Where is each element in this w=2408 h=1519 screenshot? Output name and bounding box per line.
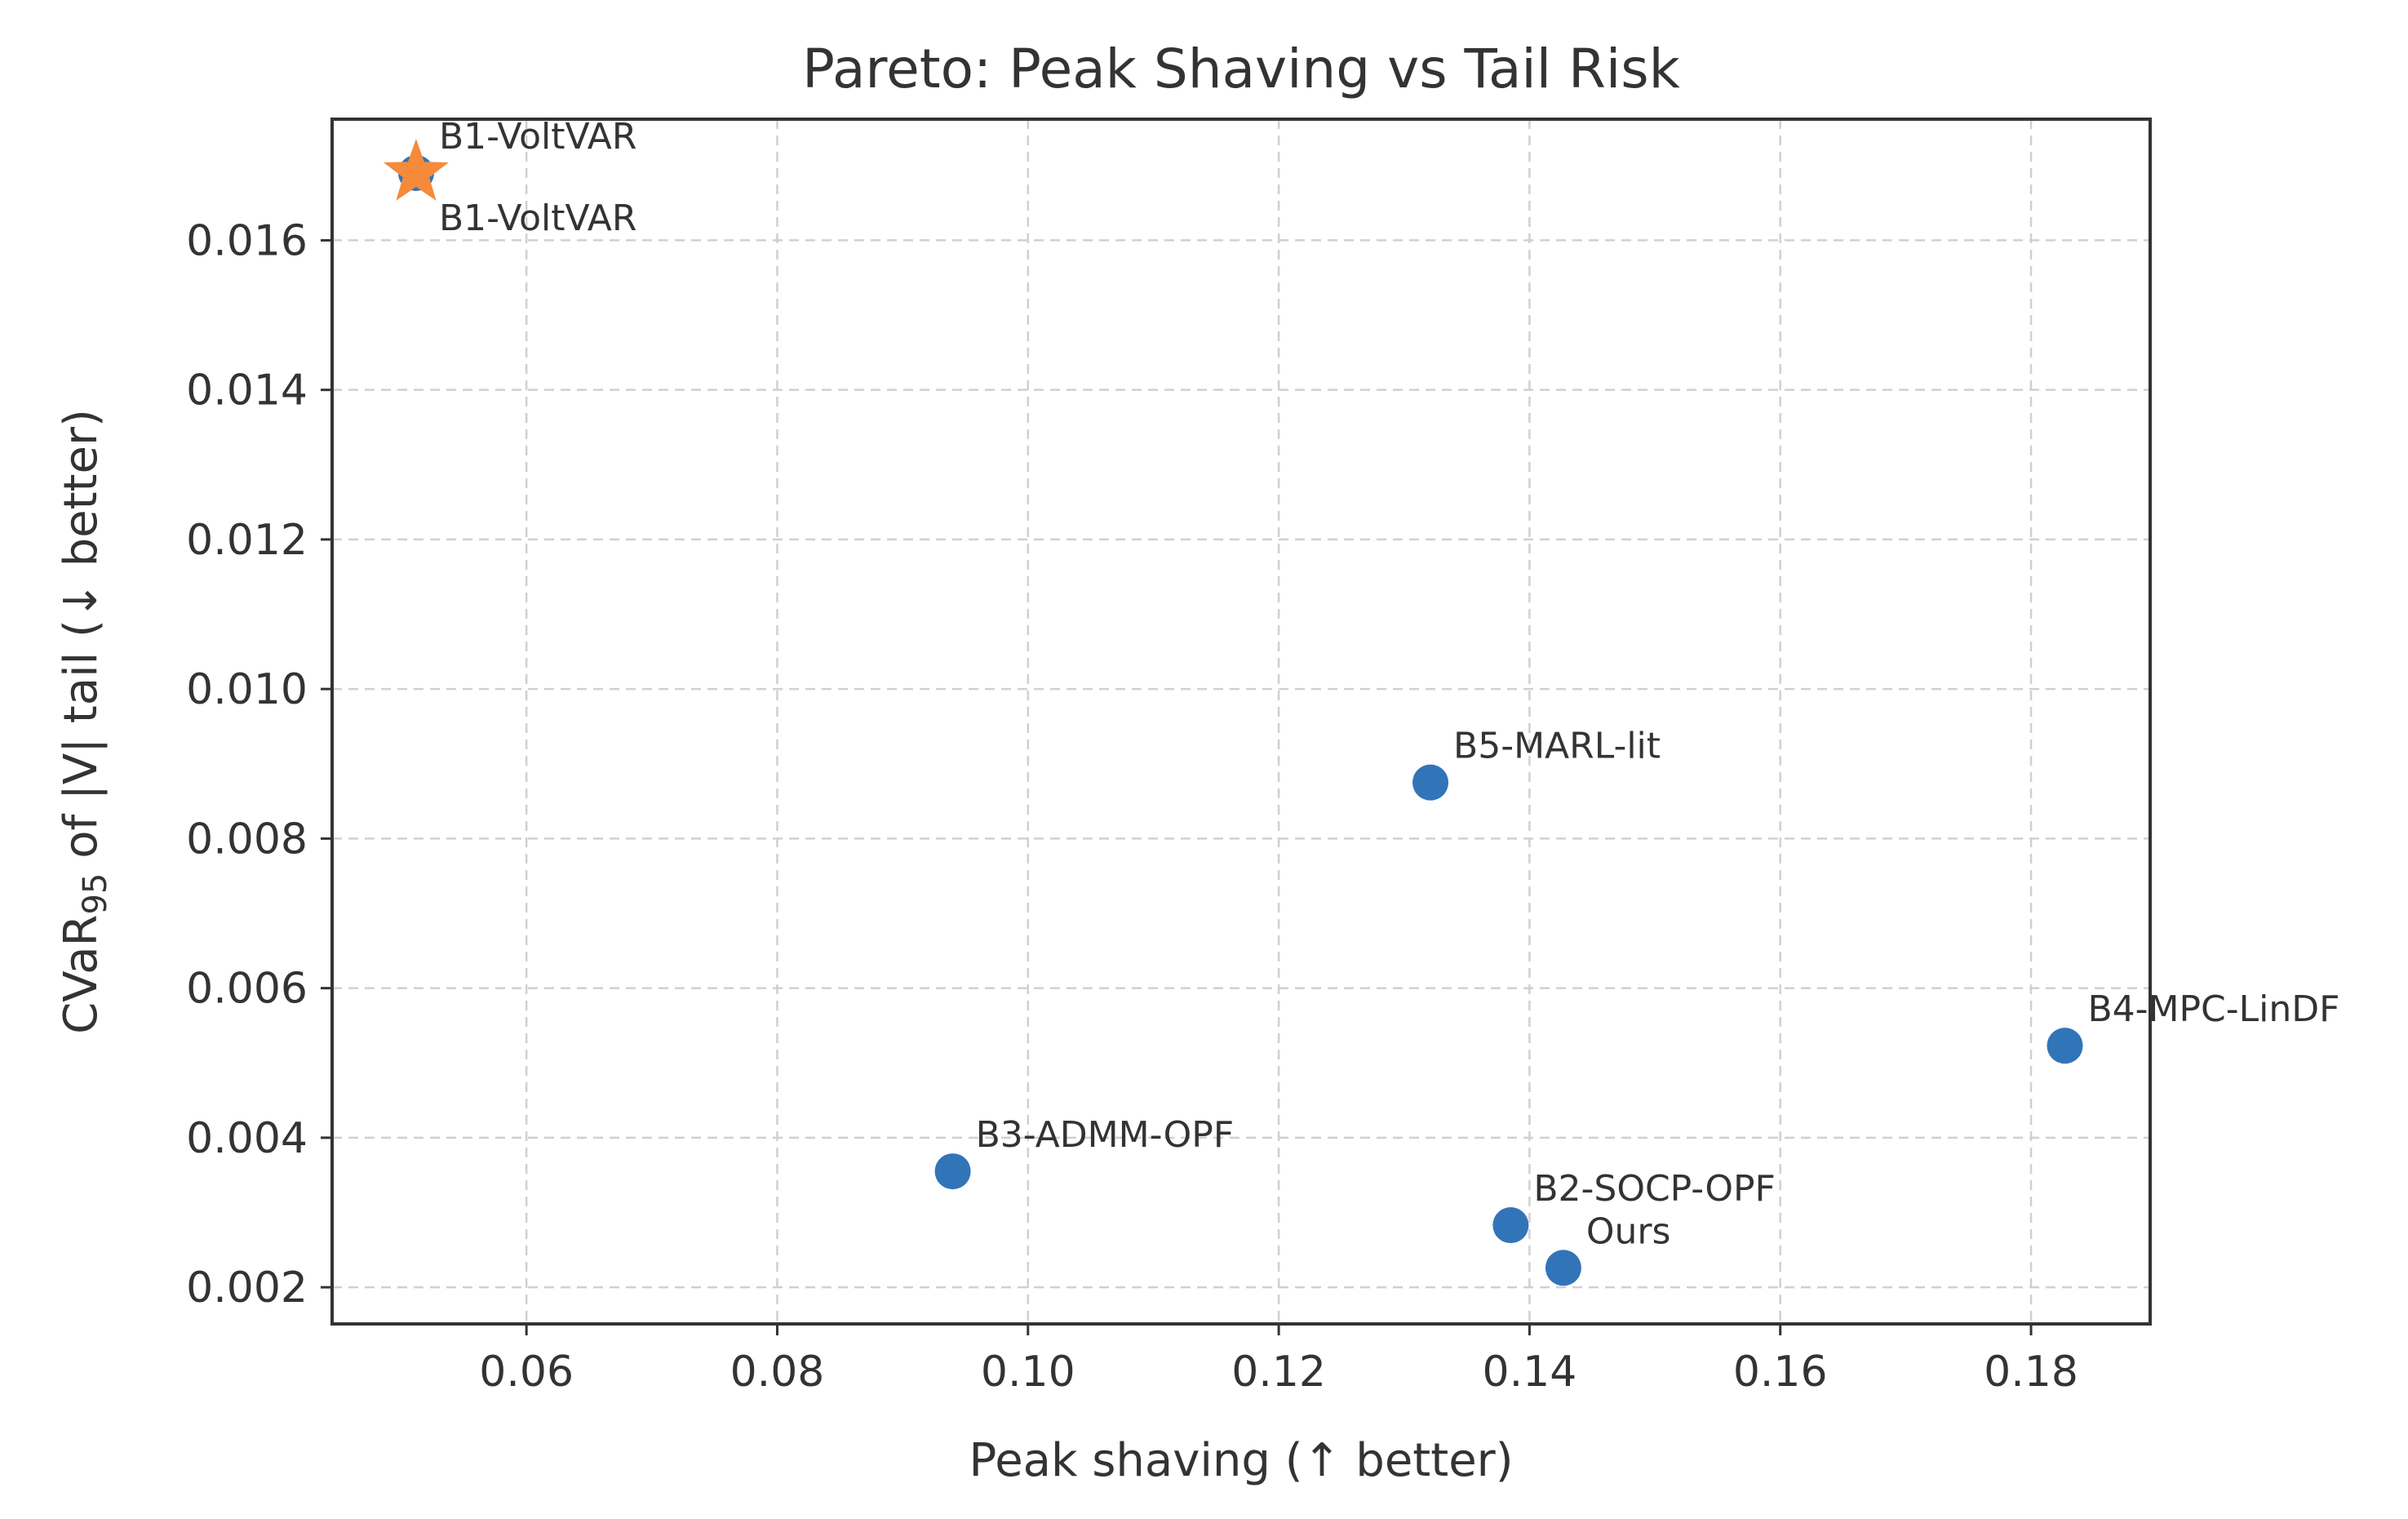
y-tick-label-2: 0.006 [186,965,308,1014]
point-b4-mpc-lindf [2047,1028,2083,1064]
point-b3-admm-opf [934,1153,971,1190]
point-b2-socp-opf [1492,1207,1529,1244]
y-tick-label-7: 0.016 [186,216,308,265]
x-tick-label-3: 0.12 [1231,1348,1326,1397]
label-layer: B1-VoltVAR B2-SOCP-OPF B3-ADMM-OPF B4-MPC-L… [439,116,2340,1252]
x-tick-label-2: 0.10 [981,1348,1075,1397]
chart-title: Pareto: Peak Shaving vs Tail Risk [802,38,1681,100]
y-tick-label-0: 0.002 [186,1264,308,1312]
point-label-b4-mpc-lindf: B4-MPC-LinDF [2088,988,2340,1030]
y-tick-label-5: 0.012 [186,516,308,565]
point-layer [384,139,2083,1286]
point-label-ours: Ours [1586,1210,1671,1252]
point-label-b1-voltvar: B1-VoltVAR [439,116,637,158]
point-ours [1545,1250,1581,1286]
y-axis-label-prefix: CVaR [55,915,108,1034]
y-tick-label-1: 0.004 [186,1114,308,1163]
point-label-b3-admm-opf: B3-ADMM-OPF [976,1114,1235,1156]
tick-layer: 0.06 0.08 0.10 0.12 0.14 0.16 0.18 0.002 0.004 0.… [186,216,2078,1397]
x-tick-label-6: 0.18 [1984,1348,2078,1397]
y-tick-label-3: 0.008 [186,815,308,864]
plot-frame [330,118,2152,1326]
point-label-highlight: B1-VoltVAR [439,198,637,239]
x-tick-label-4: 0.14 [1483,1348,1577,1397]
point-label-b2-socp-opf: B2-SOCP-OPF [1533,1168,1775,1210]
x-tick-label-1: 0.08 [730,1348,825,1397]
x-axis-label: Peak shaving (↑ better) [969,1434,1513,1487]
y-tick-label-4: 0.010 [186,665,308,714]
point-highlight-star [384,139,449,201]
y-axis-label-suffix: of |V| tail (↓ better) [55,409,108,873]
y-axis-label-subscript: 95 [77,873,114,915]
y-axis-label: CVaR95 of |V| tail (↓ better) [55,409,114,1034]
point-label-b5-marl-lit: B5-MARL-lit [1453,726,1661,767]
point-b5-marl-lit [1412,764,1449,801]
x-tick-label-5: 0.16 [1733,1348,1828,1397]
grid-layer [332,119,2150,1324]
y-tick-label-6: 0.014 [186,366,308,415]
x-tick-label-0: 0.06 [479,1348,574,1397]
